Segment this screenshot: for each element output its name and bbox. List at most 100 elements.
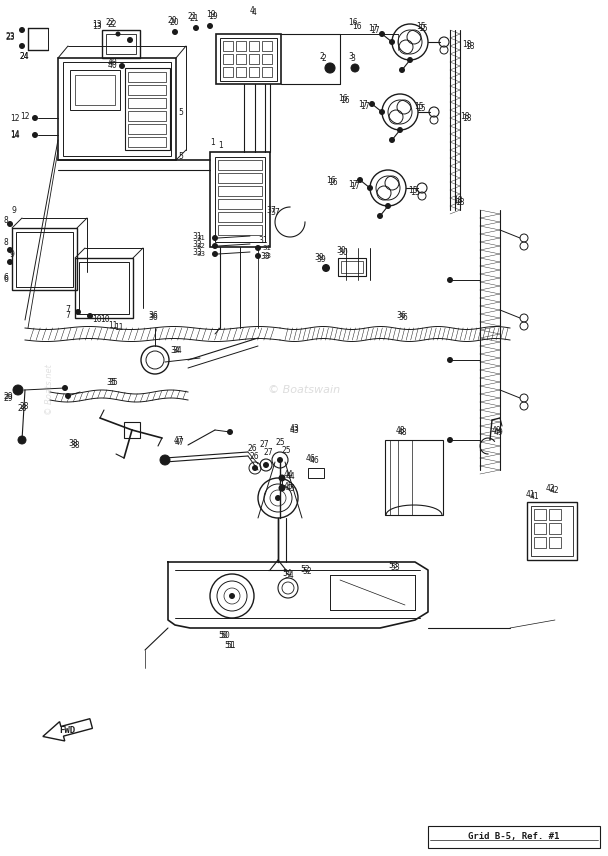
Bar: [102, 30, 140, 58]
Circle shape: [207, 23, 213, 29]
Bar: [128, 111, 166, 121]
Text: 19: 19: [206, 9, 216, 19]
Bar: [128, 98, 166, 108]
Text: 42: 42: [546, 484, 556, 492]
Circle shape: [32, 115, 38, 121]
Circle shape: [379, 31, 385, 37]
Bar: [236, 54, 246, 64]
Text: 32: 32: [192, 240, 202, 248]
Circle shape: [278, 474, 286, 482]
Text: 15: 15: [416, 104, 426, 112]
Text: 16: 16: [338, 93, 348, 103]
Text: 24: 24: [20, 51, 30, 61]
Text: 27: 27: [264, 448, 274, 456]
Circle shape: [252, 465, 258, 471]
Bar: [308, 468, 324, 478]
Circle shape: [379, 109, 385, 115]
Text: 48: 48: [396, 425, 406, 435]
Text: 25: 25: [282, 445, 292, 455]
Text: 27: 27: [260, 439, 269, 449]
Circle shape: [407, 57, 413, 63]
Text: 35: 35: [106, 377, 116, 387]
Text: 18: 18: [460, 111, 469, 121]
Bar: [218, 160, 262, 170]
Text: © Boatswain: © Boatswain: [268, 385, 340, 395]
Circle shape: [325, 63, 335, 73]
Text: 19: 19: [208, 11, 218, 21]
Text: 18: 18: [462, 114, 471, 122]
Circle shape: [212, 251, 218, 257]
Circle shape: [278, 484, 286, 491]
Text: 22: 22: [108, 20, 117, 28]
Circle shape: [32, 132, 38, 138]
Circle shape: [19, 27, 25, 33]
Text: 50: 50: [220, 631, 230, 639]
Text: 1: 1: [210, 138, 215, 146]
Text: 46: 46: [306, 454, 316, 462]
Text: 53: 53: [390, 562, 399, 572]
Circle shape: [193, 25, 199, 31]
Circle shape: [229, 593, 235, 599]
Text: 23: 23: [6, 33, 16, 41]
Circle shape: [227, 429, 233, 435]
Text: 45: 45: [284, 482, 294, 490]
Circle shape: [7, 259, 13, 265]
Text: 52: 52: [300, 566, 309, 574]
Text: 1: 1: [218, 140, 223, 150]
Text: 43: 43: [290, 424, 300, 432]
Text: 11: 11: [108, 322, 117, 330]
Bar: [428, 826, 600, 848]
Circle shape: [351, 64, 359, 72]
Text: 40: 40: [108, 57, 118, 67]
Text: 4: 4: [250, 5, 255, 15]
Text: 29: 29: [4, 394, 13, 402]
Text: 3: 3: [350, 54, 355, 62]
Text: 17: 17: [370, 26, 379, 34]
Circle shape: [7, 247, 13, 253]
Circle shape: [277, 457, 283, 463]
Bar: [16, 232, 73, 287]
Text: 41: 41: [526, 490, 536, 498]
Text: 18: 18: [453, 195, 463, 205]
Circle shape: [62, 385, 68, 391]
Text: 16: 16: [348, 17, 358, 27]
Text: 16: 16: [352, 21, 362, 31]
Circle shape: [13, 385, 23, 395]
Circle shape: [75, 309, 81, 315]
Circle shape: [377, 213, 383, 219]
Bar: [262, 67, 272, 77]
Text: 49: 49: [492, 425, 502, 435]
Text: 50: 50: [218, 631, 228, 639]
Bar: [218, 212, 262, 222]
Text: 5: 5: [178, 108, 183, 116]
Text: 38: 38: [68, 438, 78, 448]
Bar: [531, 506, 573, 556]
Bar: [223, 54, 233, 64]
Bar: [223, 41, 233, 51]
Text: 26: 26: [250, 451, 260, 461]
Bar: [75, 75, 115, 105]
Bar: [223, 67, 233, 77]
Text: 10: 10: [100, 316, 109, 324]
Bar: [220, 38, 277, 81]
Text: 31: 31: [262, 245, 271, 251]
Text: 16: 16: [328, 177, 337, 187]
Bar: [249, 67, 259, 77]
Text: 9: 9: [10, 249, 15, 259]
Bar: [549, 509, 561, 520]
Bar: [218, 186, 262, 196]
Text: 15: 15: [410, 187, 420, 197]
Bar: [124, 422, 140, 438]
Bar: [236, 67, 246, 77]
Bar: [218, 199, 262, 209]
Text: 16: 16: [340, 96, 350, 104]
Circle shape: [65, 393, 71, 399]
Text: 51: 51: [224, 641, 233, 651]
Circle shape: [447, 277, 453, 283]
Text: Grid B-5, Ref. #1: Grid B-5, Ref. #1: [468, 831, 560, 841]
Text: © Boats.net: © Boats.net: [46, 365, 55, 415]
Text: 10: 10: [92, 316, 102, 324]
Text: 33: 33: [262, 253, 271, 259]
Text: 12: 12: [20, 111, 30, 121]
Text: 36: 36: [398, 313, 408, 323]
